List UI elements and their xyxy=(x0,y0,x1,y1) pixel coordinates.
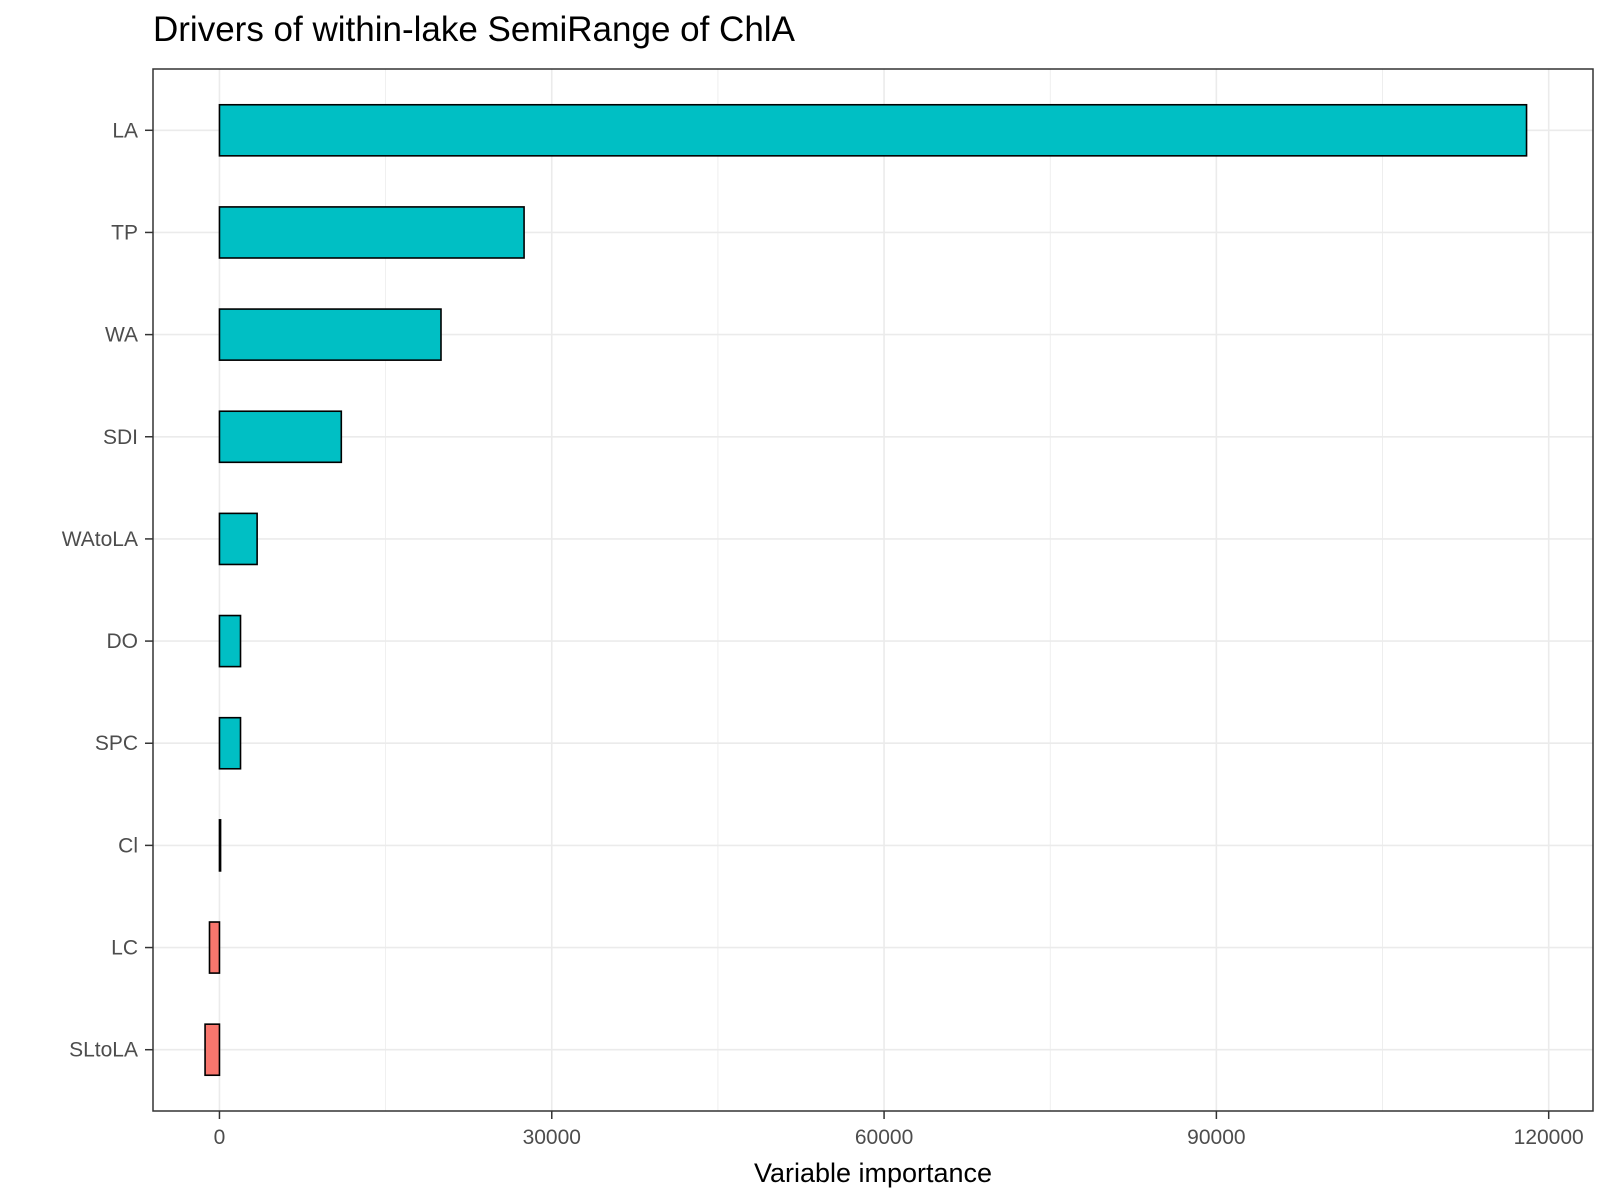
bar-DO xyxy=(218,614,242,668)
bar-SPC xyxy=(218,716,242,770)
bars xyxy=(204,103,1528,1077)
y-tick-label: DO xyxy=(107,630,139,653)
bar-Cl xyxy=(218,819,222,872)
bar-WA xyxy=(218,308,442,361)
bar-SLtoLA xyxy=(204,1023,221,1077)
x-axis: 0 30000 60000 90000 120000 xyxy=(214,1111,1584,1149)
x-tick-label: 90000 xyxy=(1187,1126,1245,1149)
y-tick-label: LC xyxy=(111,937,138,960)
x-tick-label: 0 xyxy=(214,1126,226,1149)
bar-LA xyxy=(218,103,1528,157)
bar-TP xyxy=(218,206,525,259)
x-tick-label: 30000 xyxy=(523,1126,581,1149)
y-tick-label: WAtoLA xyxy=(62,528,138,551)
y-tick-label: LA xyxy=(112,119,138,142)
bar-SDI xyxy=(218,410,343,464)
bar-WAtoLA xyxy=(218,512,258,566)
y-tick-label: SDI xyxy=(103,426,138,449)
x-axis-title: Variable importance xyxy=(754,1158,992,1188)
y-tick-label: Cl xyxy=(118,834,138,857)
x-tick-label: 120000 xyxy=(1514,1126,1584,1149)
x-tick-label: 60000 xyxy=(855,1126,913,1149)
y-axis: LA TP WA SDI WAtoLA DO SPC Cl LC SLtoLA xyxy=(62,119,153,1062)
y-tick-label: TP xyxy=(111,221,138,244)
chart-title: Drivers of within-lake SemiRange of ChlA xyxy=(153,10,795,49)
panel-border xyxy=(152,68,1594,1112)
y-tick-label: WA xyxy=(105,324,138,347)
y-tick-label: SPC xyxy=(95,732,138,755)
y-tick-label: SLtoLA xyxy=(69,1039,138,1062)
bar-LC xyxy=(208,921,221,974)
